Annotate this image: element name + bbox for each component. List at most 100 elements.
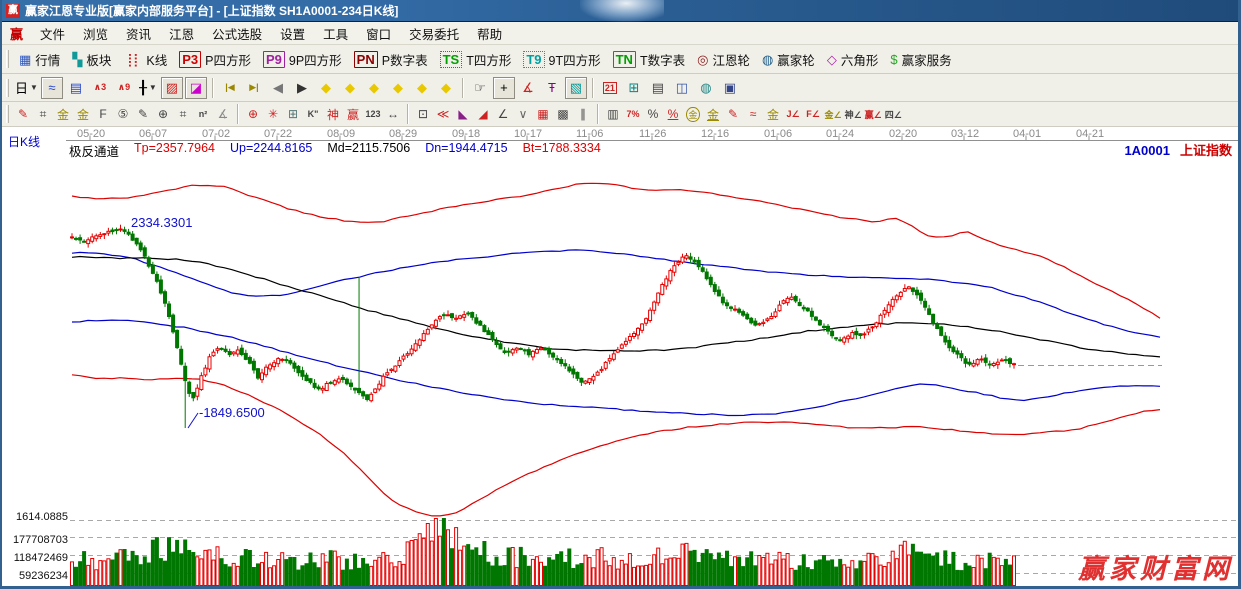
draw-pen-button[interactable]: ✎	[14, 104, 33, 124]
chart-area[interactable]: 日K线 05-20 06-07 07-02 07-22 08-09 08-29 09-18 1…	[2, 127, 1238, 586]
web-export-button[interactable]: ◍	[695, 77, 717, 99]
winner-service-button[interactable]: $ 赢家服务	[890, 50, 951, 69]
circle-degrees-button[interactable]: ⊕	[154, 104, 173, 124]
gold-section-1-button[interactable]: 金	[54, 104, 73, 124]
wave-3-button[interactable]: ∧3	[89, 77, 111, 99]
page-next-button[interactable]: ▶	[291, 77, 313, 99]
menu-设置[interactable]: 设置	[280, 27, 306, 42]
red-grid-button[interactable]: ▦	[534, 104, 553, 124]
volume-pane-button[interactable]: ◪	[184, 76, 207, 99]
width-measure-button[interactable]: ↔	[384, 104, 403, 124]
f10-info-button[interactable]: ▤	[65, 77, 87, 99]
ying-angle-button[interactable]: 赢∠	[864, 104, 883, 124]
angle-lines-button[interactable]: ∠	[494, 104, 513, 124]
menu-帮助[interactable]: 帮助	[477, 27, 503, 42]
first-page-button[interactable]: |◀	[219, 77, 241, 99]
gann-compress-button[interactable]: ◆	[411, 77, 433, 99]
percent-button[interactable]: %	[644, 104, 663, 124]
calculator-button[interactable]: ⊞	[623, 77, 645, 99]
t-square-button[interactable]: TS T四方形	[439, 50, 511, 69]
number-grid-button[interactable]: 123	[364, 104, 383, 124]
pattern-red-button[interactable]: ▨	[160, 76, 183, 99]
kline-button[interactable]: ⢸⡇ K线	[123, 50, 167, 69]
crosshair-button[interactable]: +	[492, 76, 515, 99]
scale-label-2: 118472469	[13, 552, 68, 564]
pattern-teal-button[interactable]: ▧	[564, 76, 587, 99]
workstation-button[interactable]: ▣	[719, 77, 741, 99]
menu-公式选股[interactable]: 公式选股	[212, 27, 263, 42]
gann-ruler-button[interactable]: ⌗	[34, 104, 53, 124]
j-angle-button[interactable]: J∠	[784, 104, 803, 124]
si-angle-button[interactable]: 四∠	[884, 104, 903, 124]
kline-chart-canvas[interactable]	[2, 127, 1238, 586]
fib-grid-button[interactable]: F	[94, 104, 113, 124]
indicator-value-0: Tp=2357.7964	[134, 141, 215, 155]
target-circle-button[interactable]: ⊕	[244, 104, 263, 124]
candle-style-button[interactable]: ╂ ▼	[137, 77, 159, 99]
9t-square-button[interactable]: T9 9T四方形	[523, 50, 601, 69]
9p-square-button[interactable]: P9 9P四方形	[262, 50, 342, 69]
pen-ruler-button[interactable]: ✎	[134, 104, 153, 124]
parallel-lines-button[interactable]: ∥	[574, 104, 593, 124]
gold-circle-button[interactable]: 金	[684, 104, 703, 124]
gold-levels-button[interactable]: 金	[704, 104, 723, 124]
gold-angle-button[interactable]: 金∠	[824, 104, 843, 124]
wave-9-button[interactable]: ∧9	[113, 77, 135, 99]
spider-web-button[interactable]: ✳	[264, 104, 283, 124]
angle-ruler-button[interactable]: ∡	[214, 104, 233, 124]
f-angle-button[interactable]: F∠	[804, 104, 823, 124]
gann-expand-button[interactable]: ◆	[387, 77, 409, 99]
fan-lines-button[interactable]: ≪	[434, 104, 453, 124]
gold-section-2-button[interactable]: 金	[74, 104, 93, 124]
notes-button[interactable]: ▤	[647, 77, 669, 99]
gann-ruler-2-button[interactable]: ⌗	[174, 104, 193, 124]
menu-文件[interactable]: 文件	[40, 27, 66, 42]
fib-grid-icon: F	[99, 107, 107, 121]
price-frame-button[interactable]: ▥	[604, 104, 623, 124]
menu-浏览[interactable]: 浏览	[83, 27, 109, 42]
gann-expand-h-button[interactable]: ◆	[363, 77, 385, 99]
box-measure-button[interactable]: ⊡	[414, 104, 433, 124]
last-page-button[interactable]: ▶|	[243, 77, 265, 99]
quotes-button[interactable]: ▦ 行情	[19, 50, 60, 69]
sectors-button[interactable]: ▚ 板块	[72, 50, 111, 69]
gann-shift-right-button[interactable]: ◆	[339, 77, 361, 99]
menu-窗口[interactable]: 窗口	[366, 27, 392, 42]
v-bottom-button[interactable]: ∨	[514, 104, 533, 124]
gann-grid-button[interactable]: ◆	[435, 77, 457, 99]
percent-line-button[interactable]: 7%	[624, 104, 643, 124]
percent-level-button[interactable]: %	[664, 104, 683, 124]
fan-box-2-button[interactable]: ◢	[474, 104, 493, 124]
calendar-button[interactable]: 21	[599, 77, 621, 99]
gold-levels-2-button[interactable]: 金	[764, 104, 783, 124]
spiral-5-button[interactable]: ⑤	[114, 104, 133, 124]
t-table-button[interactable]: TN T数字表	[612, 50, 685, 69]
menu-交易委托[interactable]: 交易委托	[409, 27, 460, 42]
n-squared-button[interactable]: n²	[194, 104, 213, 124]
trend-chart-button[interactable]: ≈	[40, 76, 63, 99]
axis-grid-button[interactable]: ▩	[554, 104, 573, 124]
gann-t-tool-button[interactable]: Ŧ	[541, 77, 563, 99]
hexagon-button[interactable]: ◇ 六角形	[827, 50, 879, 69]
mark-pen-button[interactable]: ✎	[724, 104, 743, 124]
hand-tool-button[interactable]: ☞	[469, 77, 491, 99]
shen-angle-button[interactable]: 神∠	[844, 104, 863, 124]
gann-shift-left-button[interactable]: ◆	[315, 77, 337, 99]
shen-grid-button[interactable]: 神	[324, 104, 343, 124]
save-button[interactable]: ◫	[671, 77, 693, 99]
period-day-button[interactable]: 日 ▼	[14, 77, 39, 99]
p-table-button[interactable]: PN P数字表	[353, 50, 428, 69]
angle-measure-button[interactable]: ∡	[517, 77, 539, 99]
menu-资讯[interactable]: 资讯	[126, 27, 152, 42]
menu-江恩[interactable]: 江恩	[169, 27, 195, 42]
p-square-button[interactable]: P3 P四方形	[179, 50, 251, 69]
winner-wheel-button[interactable]: ◍ 赢家轮	[762, 50, 815, 69]
wave-levels-button[interactable]: ≈	[744, 104, 763, 124]
menu-工具[interactable]: 工具	[323, 27, 349, 42]
page-prev-button[interactable]: ◀	[267, 77, 289, 99]
gann-wheel-button[interactable]: ◎ 江恩轮	[697, 50, 750, 69]
ying-grid-button[interactable]: 赢	[344, 104, 363, 124]
fan-box-1-button[interactable]: ◣	[454, 104, 473, 124]
k-notes-button[interactable]: K"	[304, 104, 323, 124]
web-box-button[interactable]: ⊞	[284, 104, 303, 124]
